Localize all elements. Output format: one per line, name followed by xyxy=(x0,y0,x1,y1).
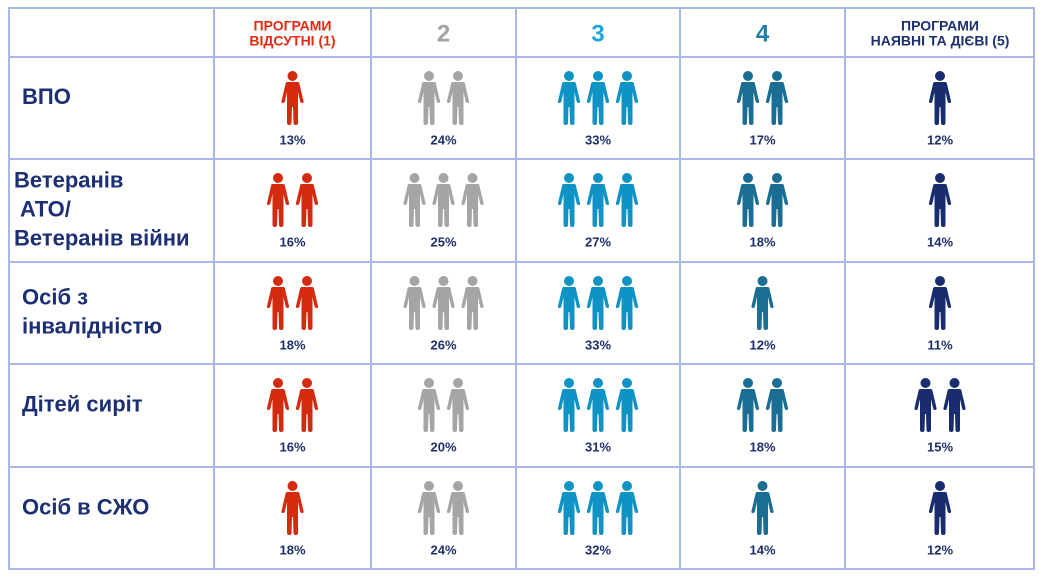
value-label-r2-c5: 14% xyxy=(927,234,953,249)
person-icon-r1-c1-1 xyxy=(281,71,304,125)
row-label-2-line-2: АТО/ xyxy=(20,196,71,221)
value-label-r1-c2: 24% xyxy=(430,132,456,147)
person-icon-r1-c3-1 xyxy=(557,71,581,125)
person-icon-r1-c4-2 xyxy=(765,71,789,125)
person-icon-r4-c3-1 xyxy=(557,378,581,432)
person-icon-r1-c3-3 xyxy=(615,71,639,125)
value-label-r1-c4: 17% xyxy=(749,132,775,147)
person-icon-r5-c2-2 xyxy=(446,481,470,535)
value-label-r4-c4: 18% xyxy=(749,439,775,454)
row-label-4: Дітей сиріт xyxy=(22,391,143,416)
person-icon-r5-c3-1 xyxy=(557,481,581,535)
row-label-1: ВПО xyxy=(22,84,71,109)
person-icon-r2-c4-2 xyxy=(765,173,789,227)
row-label-2-line-3: Ветеранів війни xyxy=(14,225,190,250)
value-label-r3-c1: 18% xyxy=(279,337,305,352)
person-icon-r2-c5-1 xyxy=(928,173,952,227)
value-label-r3-c4: 12% xyxy=(749,337,775,352)
value-label-r3-c5: 11% xyxy=(927,337,953,352)
value-label-r5-c1: 18% xyxy=(279,542,305,557)
value-label-r2-c4: 18% xyxy=(749,234,775,249)
value-label-r2-c2: 25% xyxy=(430,234,456,249)
value-label-r5-c4: 14% xyxy=(749,542,775,557)
row-label-5: Осіб в СЖО xyxy=(22,494,149,519)
row-label-3-line-1: Осіб з xyxy=(22,284,88,309)
value-label-r2-c1: 16% xyxy=(279,234,305,249)
person-icon-r3-c4-1 xyxy=(751,276,774,330)
person-icon-r1-c2-1 xyxy=(417,71,441,125)
person-icon-r4-c3-2 xyxy=(586,378,610,432)
programs-table: ПРОГРАМИ ВІДСУТНІ (1) 2 3 4 ПРОГРАМИ НАЯВНІ ТА… xyxy=(8,7,1035,570)
value-label-r4-c1: 16% xyxy=(279,439,305,454)
person-icon-r5-c2-1 xyxy=(417,481,441,535)
person-icon-r3-c1-1 xyxy=(266,276,290,330)
row-label-3-line-2: інвалідністю xyxy=(22,313,162,338)
column-header-5-line-2: НАЯВНІ ТА ДІЄВІ (5) xyxy=(871,33,1010,49)
person-icon-r4-c2-2 xyxy=(446,378,470,432)
person-icon-r4-c5-1 xyxy=(914,378,937,432)
person-icon-r3-c3-2 xyxy=(586,276,610,330)
column-header-5-line-1: ПРОГРАМИ xyxy=(901,18,979,34)
person-icon-r2-c4-1 xyxy=(736,173,760,227)
person-icon-r3-c1-2 xyxy=(295,276,319,330)
value-label-r4-c3: 31% xyxy=(585,439,611,454)
person-icon-r1-c3-2 xyxy=(586,71,610,125)
value-label-r5-c3: 32% xyxy=(585,542,611,557)
column-header-3: 3 xyxy=(591,20,604,47)
person-icon-r1-c5-1 xyxy=(928,71,952,125)
person-icon-r4-c1-1 xyxy=(266,378,290,432)
row-label-2-line-1: Ветеранів xyxy=(14,167,123,192)
person-icon-r5-c3-3 xyxy=(615,481,639,535)
person-icon-r4-c1-2 xyxy=(295,378,319,432)
person-icon-r4-c5-2 xyxy=(943,378,966,432)
person-icon-r5-c5-1 xyxy=(928,481,952,535)
column-header-1-line-1: ПРОГРАМИ xyxy=(254,18,332,34)
value-label-r4-c2: 20% xyxy=(430,439,456,454)
person-icon-r4-c3-3 xyxy=(615,378,639,432)
person-icon-r2-c3-3 xyxy=(615,173,639,227)
value-label-r1-c1: 13% xyxy=(279,132,305,147)
person-icon-r5-c4-1 xyxy=(751,481,774,535)
person-icon-r3-c2-2 xyxy=(432,276,455,330)
person-icon-r3-c3-3 xyxy=(615,276,639,330)
value-label-r5-c5: 12% xyxy=(927,542,953,557)
person-icon-r4-c4-2 xyxy=(765,378,789,432)
value-label-r5-c2: 24% xyxy=(430,542,456,557)
value-label-r1-c5: 12% xyxy=(927,132,953,147)
person-icon-r3-c3-1 xyxy=(557,276,581,330)
value-label-r4-c5: 15% xyxy=(927,439,953,454)
value-label-r2-c3: 27% xyxy=(585,234,611,249)
person-icon-r3-c2-3 xyxy=(461,276,484,330)
person-icon-r5-c1-1 xyxy=(281,481,304,535)
column-header-1-line-2: ВІДСУТНІ (1) xyxy=(249,33,335,49)
person-icon-r3-c5-1 xyxy=(928,276,952,330)
person-icon-r2-c1-2 xyxy=(295,173,319,227)
value-label-r1-c3: 33% xyxy=(585,132,611,147)
person-icon-r1-c4-1 xyxy=(736,71,760,125)
person-icon-r4-c4-1 xyxy=(736,378,760,432)
person-icon-r2-c1-1 xyxy=(266,173,290,227)
person-icon-r5-c3-2 xyxy=(586,481,610,535)
person-icon-r1-c2-2 xyxy=(446,71,470,125)
person-icon-r2-c2-1 xyxy=(403,173,426,227)
person-icon-r2-c2-2 xyxy=(432,173,455,227)
column-header-2: 2 xyxy=(437,20,450,47)
value-label-r3-c2: 26% xyxy=(430,337,456,352)
value-label-r3-c3: 33% xyxy=(585,337,611,352)
column-header-4: 4 xyxy=(756,20,770,47)
person-icon-r2-c2-3 xyxy=(461,173,484,227)
person-icon-r2-c3-1 xyxy=(557,173,581,227)
person-icon-r3-c2-1 xyxy=(403,276,426,330)
person-icon-r2-c3-2 xyxy=(586,173,610,227)
person-icon-r4-c2-1 xyxy=(417,378,441,432)
